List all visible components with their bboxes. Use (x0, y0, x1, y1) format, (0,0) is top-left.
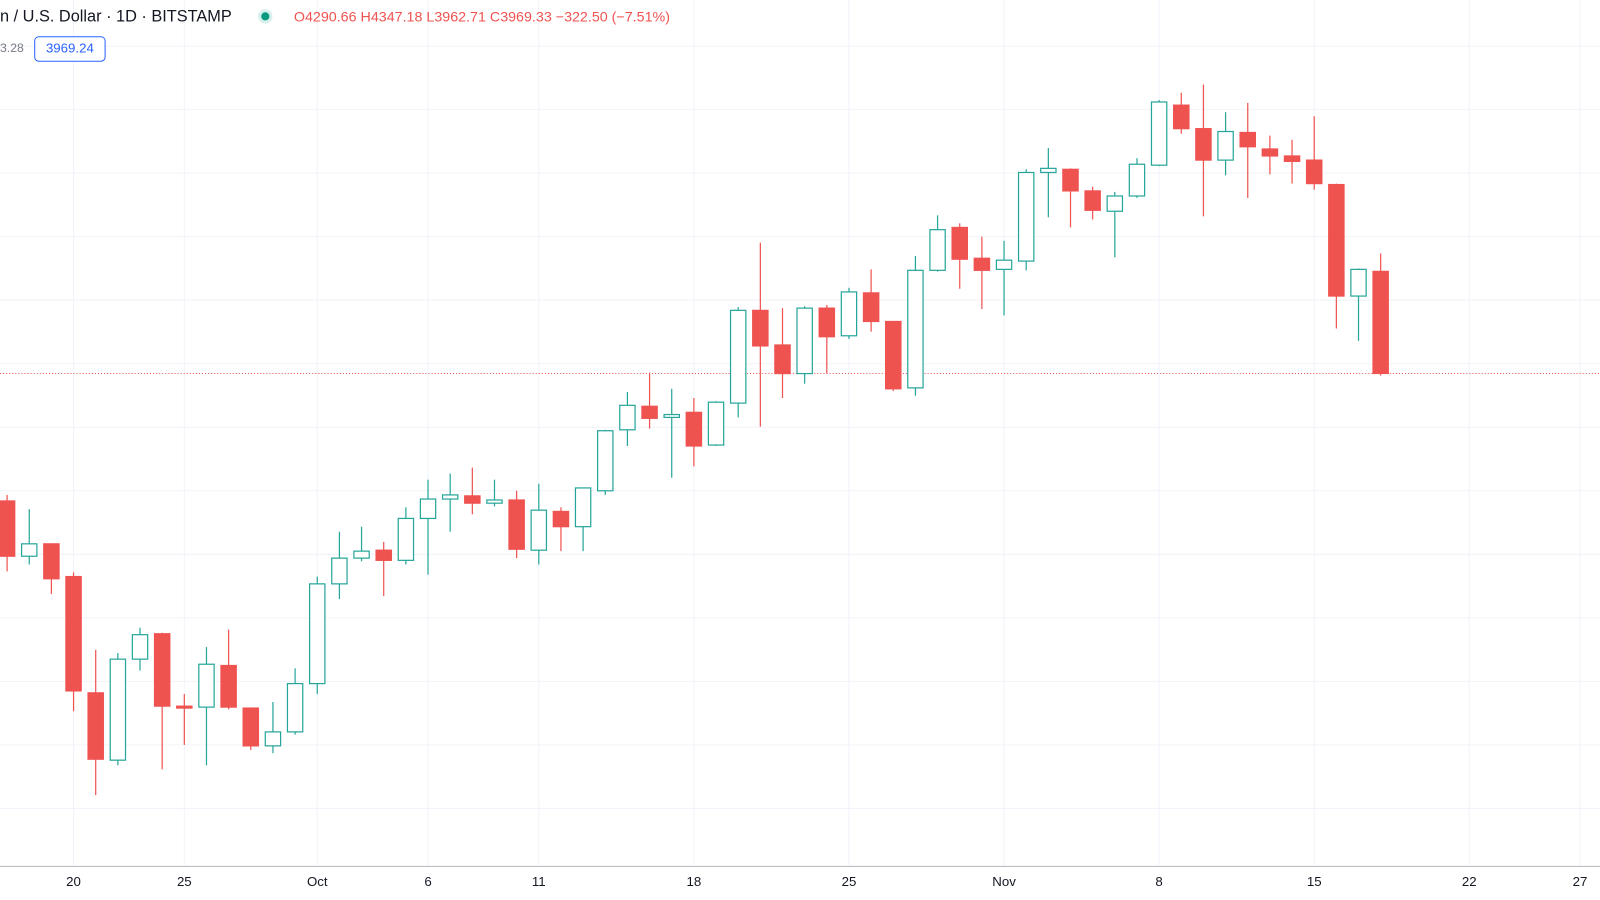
candle-body (286, 682, 304, 733)
x-tick-label: 6 (424, 874, 431, 889)
x-tick-label: 27 (1573, 874, 1588, 889)
price-box-label: 3969.24 (46, 40, 94, 55)
candle-body (441, 494, 459, 500)
candle-body (1283, 155, 1301, 162)
ohlc-letter: O (294, 9, 305, 25)
candle-body (929, 229, 946, 271)
candle-body (242, 707, 260, 747)
candle-body (331, 557, 348, 585)
status-dot (261, 12, 270, 21)
candle-body (1017, 171, 1035, 262)
x-tick-label: Nov (992, 874, 1016, 889)
candle-body (176, 705, 193, 709)
candle-body (1040, 167, 1057, 174)
change: −322.50 (−7.51%) (556, 9, 670, 25)
candle-body (353, 550, 370, 559)
candle-body (619, 404, 636, 431)
grid (0, 0, 1600, 866)
ohlc-letter: C (490, 9, 500, 25)
x-tick-label: 8 (1155, 874, 1162, 889)
candle-body (486, 499, 503, 504)
candle-body (1195, 128, 1212, 161)
candle-body (508, 499, 525, 550)
candle-body (774, 344, 791, 375)
candle-body (552, 510, 570, 528)
candle-body (1350, 268, 1367, 297)
candle-body (397, 517, 415, 561)
candle-body (951, 226, 968, 260)
candle-body (973, 257, 991, 271)
candle-body (862, 292, 880, 323)
candle-body (885, 320, 902, 390)
left-value: 3.28 (0, 41, 24, 55)
candle-body (464, 495, 481, 504)
candle-body (1239, 131, 1257, 148)
candle-body (1261, 148, 1279, 157)
candle-body (530, 509, 548, 551)
x-tick-label: 22 (1462, 874, 1477, 889)
ohlc-letter: H (361, 9, 371, 25)
candle-body (818, 307, 836, 338)
candle-body (1106, 195, 1124, 212)
x-tick-label: 20 (66, 874, 81, 889)
candle-body (796, 307, 813, 375)
candle-body (198, 663, 215, 708)
candle-body (995, 259, 1013, 270)
candle-body (20, 543, 38, 557)
x-tick-label: 25 (842, 874, 857, 889)
candle-body (574, 487, 592, 528)
x-tick-label: 11 (532, 874, 546, 889)
candle-body (1128, 163, 1146, 197)
candle-body (596, 430, 614, 492)
candle-body (663, 413, 680, 419)
x-tick-label: 15 (1307, 874, 1322, 889)
candle-body (641, 405, 658, 419)
candle-body (0, 500, 16, 557)
x-axis: 20 25 Oct 6 11 18 25 Nov 8 15 22 27 (66, 874, 1587, 889)
candle-body (1217, 130, 1234, 161)
candle-body (1150, 101, 1168, 166)
candle-body (264, 731, 282, 747)
candle-body (87, 692, 104, 760)
candle-body (752, 309, 769, 347)
ohlc-value: 4347.18 (371, 9, 423, 25)
price-box (34, 36, 106, 62)
candle-body (1173, 104, 1190, 130)
candle-body (1305, 159, 1323, 185)
ohlc-legend: O4290.66 H4347.18 L3962.71 C3969.33 −322… (294, 9, 670, 25)
candles (0, 84, 1389, 796)
candle-body (65, 575, 82, 692)
candle-body (707, 401, 725, 446)
candle-body (1084, 190, 1101, 211)
candle-body (375, 549, 392, 561)
symbol-title: n / U.S. Dollar · 1D · BITSTAMP (0, 8, 232, 26)
ohlc-letter: L (426, 9, 434, 25)
candle-body (1328, 183, 1345, 297)
candle-body (729, 309, 747, 404)
x-tick-label: 18 (687, 874, 702, 889)
candle-body (685, 411, 703, 447)
candle-body (1372, 270, 1389, 375)
candle-body (907, 269, 924, 389)
candle-body (153, 633, 171, 707)
candle-body (43, 543, 60, 580)
candle-body (220, 664, 237, 708)
ohlc-value: 3969.33 (500, 9, 552, 25)
x-tick-label: 25 (177, 874, 192, 889)
candle-body (131, 634, 149, 660)
candle-body (840, 291, 858, 337)
candle-body (308, 583, 326, 685)
ohlc-value: 4290.66 (305, 9, 357, 25)
candle-body (109, 658, 127, 761)
candle-body (419, 498, 437, 520)
ohlc-value: 3962.71 (434, 9, 486, 25)
candle-body (1062, 168, 1079, 192)
x-tick-label: Oct (307, 874, 328, 889)
